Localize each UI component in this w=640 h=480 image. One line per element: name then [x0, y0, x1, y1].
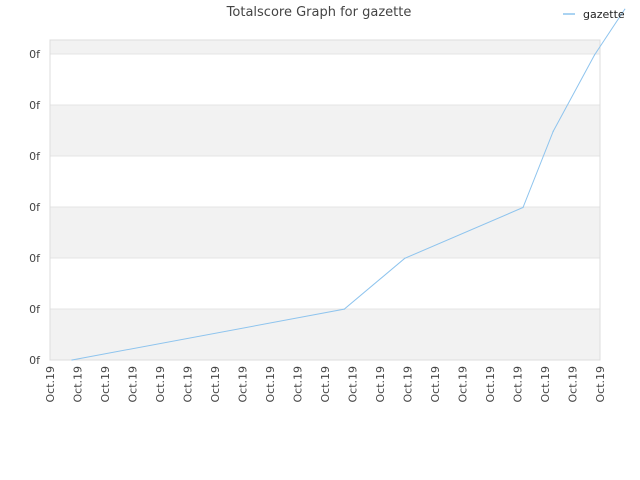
x-tick-label: Oct.19	[292, 366, 305, 403]
series-layer	[71, 8, 626, 361]
gridlines	[50, 53, 600, 361]
plot-frame	[49, 39, 601, 361]
x-tick-label: Oct.19	[567, 366, 580, 403]
x-tick-label: Oct.19	[429, 366, 442, 403]
data-point	[404, 257, 406, 259]
x-tick-label: Oct.19	[347, 366, 360, 403]
x-tick-label: Oct.19	[594, 366, 607, 403]
x-tick-label: Oct.19	[237, 366, 250, 403]
x-tick-label: Oct.19	[127, 366, 140, 403]
x-tick-label: Oct.19	[319, 366, 332, 403]
y-tick-label: 0f	[29, 150, 41, 163]
plot-band	[50, 105, 600, 156]
x-tick-label: Oct.19	[264, 366, 277, 403]
x-tick-label: Oct.19	[374, 366, 387, 403]
data-point	[343, 308, 345, 310]
y-axis: 0f 0f 0f 0f 0f 0f 0f	[29, 48, 41, 367]
x-tick-label: Oct.19	[72, 366, 85, 403]
y-tick-label: 0f	[29, 354, 41, 367]
y-tick-label: 0f	[29, 303, 41, 316]
x-tick-label: Oct.19	[44, 366, 57, 403]
data-point	[593, 54, 596, 56]
x-axis: Oct.19 Oct.19 Oct.19 Oct.19 Oct.19 Oct.19 Oct.…	[44, 366, 607, 403]
legend-label: gazette	[583, 8, 625, 21]
x-tick-label: Oct.19	[402, 366, 415, 403]
x-tick-label: Oct.19	[182, 366, 195, 403]
data-point	[71, 359, 73, 361]
chart-title: Totalscore Graph for gazette	[226, 5, 412, 20]
x-tick-label: Oct.19	[457, 366, 470, 403]
x-tick-label: Oct.19	[209, 366, 222, 403]
x-tick-label: Oct.19	[484, 366, 497, 403]
y-tick-label: 0f	[29, 48, 41, 61]
x-tick-label: Oct.19	[512, 366, 525, 403]
plot-background	[50, 40, 600, 360]
y-tick-label: 0f	[29, 252, 41, 265]
data-point	[522, 206, 524, 209]
plot-band	[50, 156, 600, 207]
plot-band	[50, 309, 600, 360]
plot-band	[50, 207, 600, 258]
x-tick-label: Oct.19	[539, 366, 552, 403]
y-tick-label: 0f	[29, 99, 41, 112]
data-point	[624, 8, 626, 10]
x-tick-label: Oct.19	[99, 366, 112, 403]
plot-band	[50, 258, 600, 309]
y-tick-label: 0f	[29, 201, 41, 214]
plot-band	[50, 54, 600, 105]
x-tick-label: Oct.19	[154, 366, 167, 403]
data-point	[552, 130, 554, 132]
plot-band	[50, 40, 600, 54]
legend: gazette	[563, 8, 625, 21]
